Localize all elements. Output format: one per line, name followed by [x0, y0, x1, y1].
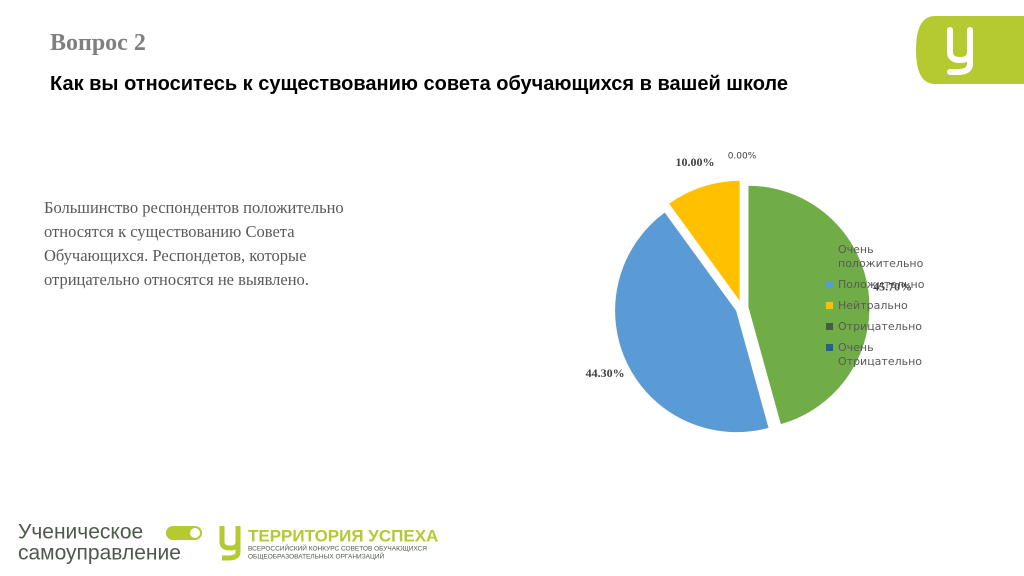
legend-label: Нейтрально — [838, 299, 908, 312]
body-line: Обучающихся. Респондетов, которые — [44, 246, 307, 265]
legend-item: Нейтрально — [826, 299, 936, 313]
toggle-knob — [190, 528, 200, 538]
pie-slice — [747, 184, 871, 426]
legend-label: Очень положительно — [838, 243, 924, 270]
legend-swatch — [826, 281, 833, 288]
body-line: отрицательно относятся не выявлено. — [44, 270, 309, 289]
legend-swatch — [826, 344, 833, 351]
question-label: Вопрос 2 — [50, 30, 146, 56]
footer-right-sub: ВСЕРОССИЙСКИЙ КОНКУРС СОВЕТОВ ОБУЧАЮЩИХС… — [248, 544, 427, 553]
footer-logo — [219, 526, 241, 561]
legend-swatch — [826, 323, 833, 330]
legend-swatch — [826, 302, 833, 309]
slide-title: Как вы относитесь к существованию совета… — [50, 73, 788, 95]
legend: Очень положительно Положительно Нейтрально… — [826, 243, 936, 376]
footer-left-1: Ученическое — [18, 521, 143, 544]
legend-swatch — [826, 246, 833, 253]
footer-right-title: ТЕРРИТОРИЯ УСПЕХА — [248, 526, 438, 545]
pie-slice — [667, 179, 741, 304]
legend-label: Отрицательно — [838, 320, 923, 333]
pie-slice — [614, 211, 770, 434]
pie: 45.70% 44.30% 10.00% 0.00% — [586, 152, 912, 434]
body-line: относятся к существованию Совета — [44, 222, 295, 241]
data-label: 0.00% — [728, 152, 757, 162]
footer-left-2: самоуправление — [18, 542, 181, 565]
footer-right-sub: ОБЩЕОБРАЗОВАТЕЛЬНЫХ ОРГАНИЗАЦИЙ — [248, 552, 384, 561]
logo-icon — [947, 27, 973, 75]
data-label: 44.30% — [586, 366, 625, 380]
data-label: 10.00% — [676, 155, 715, 169]
legend-item: Отрицательно — [826, 320, 936, 334]
legend-label: Положительно — [838, 278, 925, 291]
body-line: Большинство респондентов положительно — [44, 198, 344, 217]
data-label: 45.70% — [873, 279, 912, 293]
body-text: Большинство респондентов положительно отн… — [44, 196, 344, 292]
legend-item: Положительно — [826, 278, 936, 292]
legend-item: Очень положительно — [826, 243, 936, 271]
legend-item: Очень Отрицательно — [826, 341, 936, 369]
legend-label: Очень Отрицательно — [838, 341, 923, 368]
